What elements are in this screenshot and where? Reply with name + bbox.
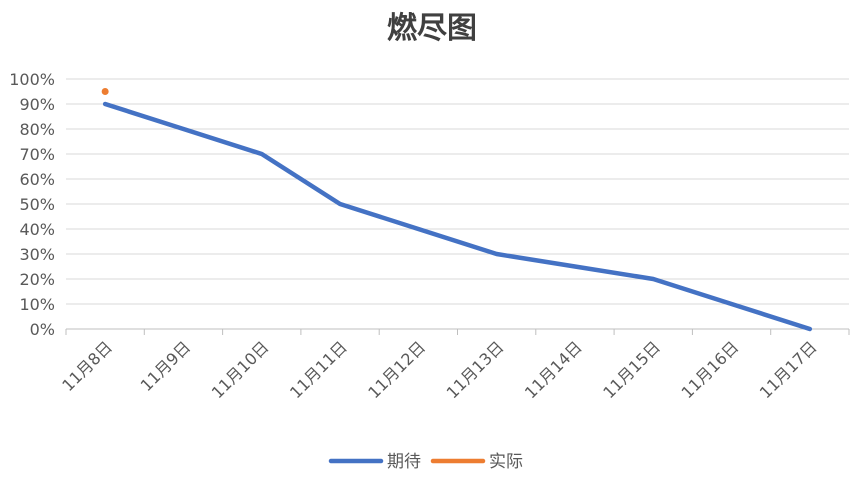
y-tick-label: 70% bbox=[19, 145, 55, 164]
series-group bbox=[101, 88, 813, 332]
x-tick-label: 11月12日 bbox=[364, 337, 429, 402]
y-tick-label: 100% bbox=[9, 70, 55, 89]
legend-label-1: 实际 bbox=[489, 452, 523, 472]
series-line-0 bbox=[102, 101, 813, 332]
y-tick-label: 90% bbox=[19, 95, 55, 114]
y-tick-label: 30% bbox=[19, 245, 55, 264]
y-tick-label: 80% bbox=[19, 120, 55, 139]
legend: 期待 实际 bbox=[328, 452, 523, 472]
x-tick-label: 11月13日 bbox=[443, 337, 508, 402]
chart-title: 燃尽图 bbox=[387, 11, 477, 46]
x-tick-label: 11月17日 bbox=[756, 337, 821, 402]
x-tick-label: 11月16日 bbox=[678, 337, 743, 402]
y-tick-label: 60% bbox=[19, 170, 55, 189]
x-tick-label: 11月10日 bbox=[208, 337, 273, 402]
x-tick-label: 11月9日 bbox=[137, 337, 195, 395]
gridlines bbox=[66, 78, 849, 330]
y-tick-label: 10% bbox=[19, 295, 55, 314]
series-point-1 bbox=[101, 88, 109, 95]
y-tick-label: 20% bbox=[19, 270, 55, 289]
y-axis-ticks: 0% 10% 20% 30% 40% 50% 60% 70% 80% 90% 100% bbox=[9, 70, 55, 339]
legend-label-0: 期待 bbox=[387, 452, 421, 472]
x-tick-label: 11月15日 bbox=[599, 337, 664, 402]
x-tick-label: 11月14日 bbox=[521, 337, 586, 402]
y-tick-label: 50% bbox=[19, 195, 55, 214]
y-tick-label: 0% bbox=[30, 320, 55, 339]
x-tick-label: 11月11日 bbox=[286, 337, 351, 402]
x-axis: 11月8日 11月9日 11月10日 11月11日 11月12日 11月13日 11月14日… bbox=[58, 329, 850, 402]
x-tick-label: 11月8日 bbox=[58, 337, 116, 395]
y-tick-label: 40% bbox=[19, 220, 55, 239]
